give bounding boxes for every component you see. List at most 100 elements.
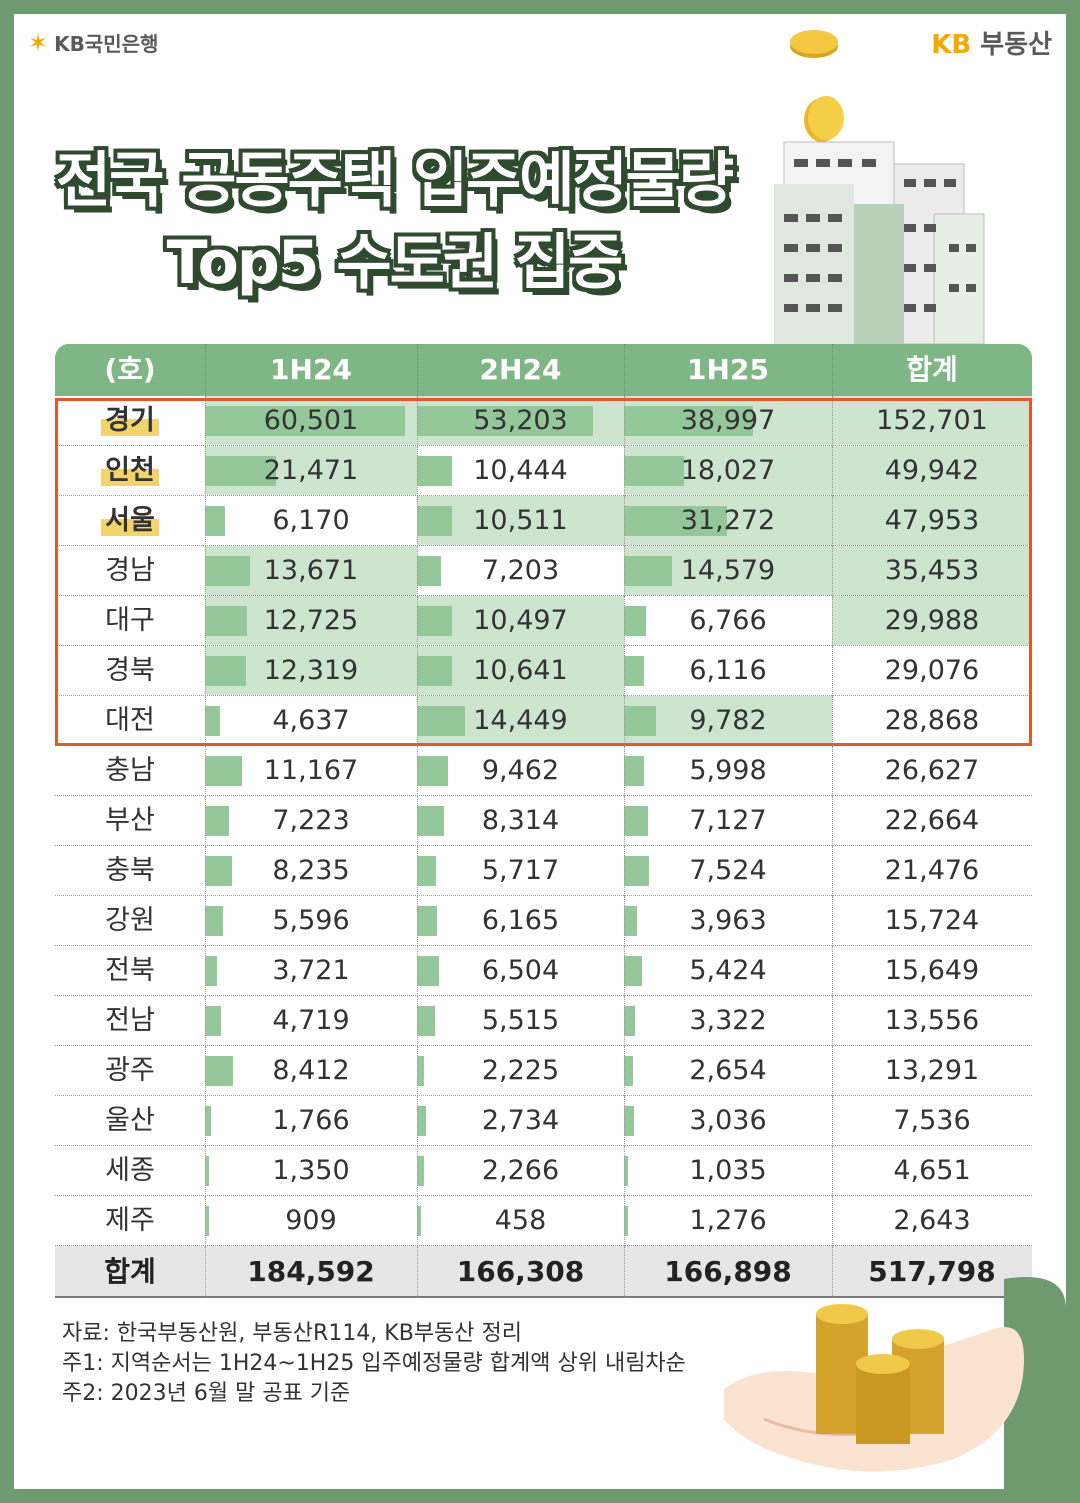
value-cell: 5,596 [272,905,350,936]
column-header: 2H24 [479,353,562,386]
value-bar [624,806,648,836]
cell-divider [832,846,833,896]
value-cell: 1,766 [272,1105,350,1136]
cell-divider [417,596,418,646]
region-name: 강원 [105,905,155,936]
footnote-1: 주1: 지역순서는 1H24~1H25 입주예정물량 합계액 상위 내림차순 [62,1351,686,1376]
value-cell: 1,276 [689,1205,767,1236]
value-cell: 3,721 [272,955,350,986]
cell-divider [417,796,418,846]
cell-divider [832,1096,833,1146]
value-cell: 15,649 [884,955,980,986]
cell-shade [832,496,1032,545]
value-cell: 7,127 [689,805,767,836]
infographic: ✶ KB국민은행 KB 부동산 [14,14,1066,1489]
cell-divider [624,746,625,796]
cell-divider [832,796,833,846]
kb-land-logo: KB 부동산 [931,24,1052,61]
value-cell: 21,471 [263,455,359,486]
cell-shade [832,546,1032,595]
table-row: 대구 12,725 10,497 6,766 29,988 [55,596,1032,646]
value-cell: 9,462 [481,755,560,786]
table-row: 대전 4,637 14,449 9,782 28,868 [55,696,1032,746]
value-cell: 2,654 [689,1055,767,1086]
cell-divider [205,1246,206,1298]
cell-divider [205,846,206,896]
cell-divider [205,1046,206,1096]
value-cell: 29,076 [884,655,980,686]
region-name: 제주 [105,1205,155,1236]
value-cell: 1,035 [689,1155,767,1186]
value-cell: 152,701 [876,405,988,436]
region-label: 광주 [55,1046,205,1096]
cell-divider [205,496,206,546]
value-bar [624,1206,628,1236]
value-cell: 6,504 [481,955,560,986]
value-cell: 5,998 [689,755,767,786]
value-bar [417,656,452,686]
cell-divider [417,1146,418,1196]
cell-divider [832,646,833,696]
value-cell: 21,476 [884,855,980,886]
table-row: 강원 5,596 6,165 3,963 15,724 [55,896,1032,946]
value-cell: 31,272 [680,505,776,536]
title-line-2: Top5 수도권 집중 [166,228,624,298]
cell-divider [624,796,625,846]
value-bar [417,506,452,536]
table-row: 울산 1,766 2,734 3,036 7,536 [55,1096,1032,1146]
cell-divider [205,446,206,496]
table-row: 부산 7,223 8,314 7,127 22,664 [55,796,1032,846]
value-cell: 22,664 [884,805,980,836]
cell-divider [417,896,418,946]
cell-divider [832,696,833,746]
value-cell: 6,116 [689,655,767,686]
value-cell: 2,734 [481,1105,560,1136]
value-bar [417,406,593,436]
region-name: 전남 [105,1005,155,1036]
cell-divider [624,396,625,446]
value-cell: 7,223 [272,805,350,836]
table-row: 세종 1,350 2,266 1,035 4,651 [55,1146,1032,1196]
cell-divider [417,846,418,896]
total-value: 166,898 [664,1255,792,1288]
cell-divider [417,1046,418,1096]
value-cell: 13,556 [884,1005,980,1036]
value-bar [205,506,225,536]
value-bar [624,706,656,736]
footnote-2: 주2: 2023년 6월 말 공표 기준 [62,1381,351,1406]
cell-divider [832,1146,833,1196]
cell-divider [205,996,206,1046]
region-label: 울산 [55,1096,205,1146]
region-name: 전북 [105,955,155,986]
value-cell: 12,725 [263,605,359,636]
value-cell: 28,868 [884,705,980,736]
value-bar [624,1106,634,1136]
cell-divider [832,546,833,596]
value-cell: 15,724 [884,905,980,936]
cell-divider [417,546,418,596]
value-bar [205,456,276,486]
cell-divider [832,1196,833,1246]
value-cell: 1,350 [272,1155,350,1186]
value-cell: 7,524 [689,855,767,886]
title-line-1: 전국 공동주택 입주예정물량 [55,146,734,216]
value-cell: 29,988 [884,605,980,636]
value-cell: 6,170 [272,505,350,536]
cell-divider [417,1196,418,1246]
value-cell: 5,515 [481,1005,560,1036]
value-cell: 26,627 [884,755,980,786]
value-cell: 7,536 [893,1105,971,1136]
value-bar [417,906,437,936]
cell-divider [624,496,625,546]
total-value: 184,592 [247,1255,375,1288]
region-name: 서울 [101,505,159,536]
value-bar [205,856,232,886]
region-label: 인천 [55,446,205,496]
value-bar [624,1056,633,1086]
cell-divider [417,1246,418,1298]
coin-icon [790,30,838,58]
value-cell: 18,027 [680,455,776,486]
region-label: 경남 [55,546,205,596]
cell-divider [624,996,625,1046]
cell-divider [417,396,418,446]
